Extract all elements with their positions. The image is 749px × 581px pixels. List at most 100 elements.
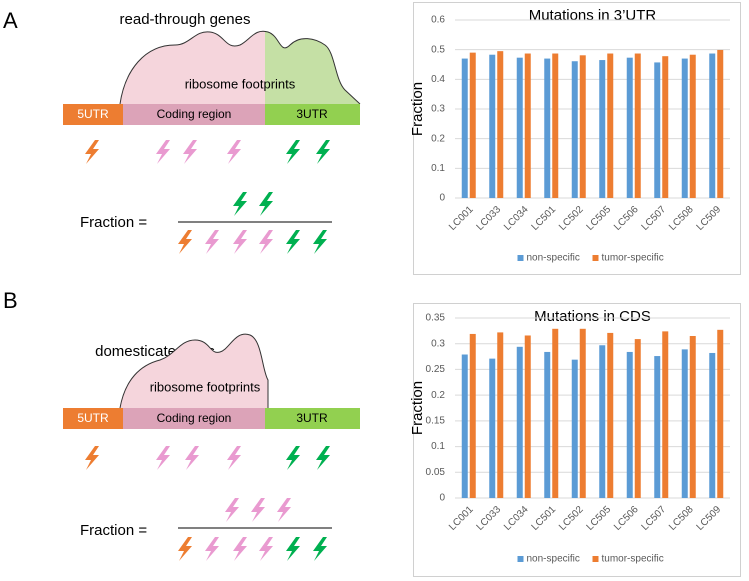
bar [552,53,559,199]
y-tick-label: 0.5 [431,44,445,55]
bar [717,49,724,198]
x-tick-label: LC507 [640,504,669,533]
bar [681,58,688,198]
bar [461,354,468,498]
panel-label: A [3,8,18,33]
panel-a-diagram: A read-through genes ribosome footprints… [3,8,361,254]
bar [489,358,496,498]
legend-swatch [517,255,524,261]
bar [662,56,669,199]
x-tick-label: LC502 [557,504,586,533]
chart-frame [413,2,741,275]
x-tick-label: LC001 [447,204,476,233]
region-label: Coding region [157,107,232,121]
region [63,104,123,125]
footprint-label: ribosome footprints [150,379,261,394]
x-tick-label: LC509 [695,204,724,233]
footprint [120,31,265,104]
bar [717,329,724,498]
x-tick-label: LC506 [612,504,641,533]
x-tick-label: LC033 [475,504,504,533]
bar [497,332,504,498]
x-tick-label: LC508 [667,204,696,233]
bar [689,336,696,498]
chart-title: Mutations in CDS [534,308,651,325]
y-tick-label: 0.1 [431,163,445,174]
footprint [265,31,360,104]
x-tick-label: LC502 [557,204,586,233]
x-tick-label: LC505 [585,504,614,533]
bar [469,333,476,498]
x-tick-label: LC507 [640,204,669,233]
equation-label: Fraction = [80,522,147,539]
region-label: Coding region [157,411,232,425]
region-label: 3UTR [296,411,328,425]
mutation-icons [85,446,330,561]
x-tick-label: LC501 [530,204,559,233]
legend-label: non-specific [527,554,580,565]
bar [579,328,586,498]
mutation-icons [85,140,330,254]
y-tick-label: 0.05 [426,467,446,478]
bar [654,62,661,198]
chart-title: Mutations in 3’UTR [529,7,657,24]
bar [579,55,586,199]
legend-label: non-specific [527,253,580,264]
bar [626,351,633,498]
region-label: 3UTR [296,107,328,121]
region [123,408,265,429]
footprint-label: ribosome footprints [185,76,296,91]
bar [689,54,696,199]
bar [571,61,578,199]
bar [469,52,476,199]
y-tick-label: 0.2 [431,390,445,401]
chart-frame [413,303,741,577]
bar [461,58,468,198]
bar [544,58,551,198]
bar [524,335,531,498]
bar [709,352,716,498]
y-tick-label: 0.35 [426,313,446,324]
legend-swatch [592,255,599,261]
y-axis-label: Fraction [409,82,426,136]
region [265,408,360,429]
bar [516,346,523,498]
region-label: 5UTR [77,107,109,121]
legend-label: tumor-specific [602,554,664,565]
bar [681,349,688,498]
bar [634,53,641,199]
bar [489,54,496,199]
x-tick-label: LC501 [530,504,559,533]
y-tick-label: 0.3 [431,338,445,349]
x-tick-label: LC001 [447,504,476,533]
region [63,408,123,429]
equation-label: Fraction = [80,214,147,231]
bar [607,332,614,498]
bar [634,339,641,498]
y-tick-label: 0.3 [431,104,445,115]
y-tick-label: 0 [439,193,445,204]
y-tick-label: 0.2 [431,133,445,144]
bar [599,345,606,498]
y-tick-label: 0.15 [426,415,446,426]
bar [516,57,523,198]
legend-swatch [592,556,599,562]
bar [662,331,669,498]
y-tick-label: 0.1 [431,441,445,452]
panel-title: read-through genes [120,11,251,28]
y-axis-label: Fraction [409,381,426,435]
bar [524,53,531,199]
region-label: 5UTR [77,411,109,425]
bar [709,53,716,199]
x-tick-label: LC506 [612,204,641,233]
y-tick-label: 0.6 [431,15,445,26]
bar [552,328,559,498]
x-tick-label: LC508 [667,504,696,533]
footprint [119,333,269,409]
bar [654,356,661,498]
y-tick-label: 0 [439,493,445,504]
bar [626,57,633,198]
bar [571,359,578,498]
x-tick-label: LC034 [502,204,531,233]
